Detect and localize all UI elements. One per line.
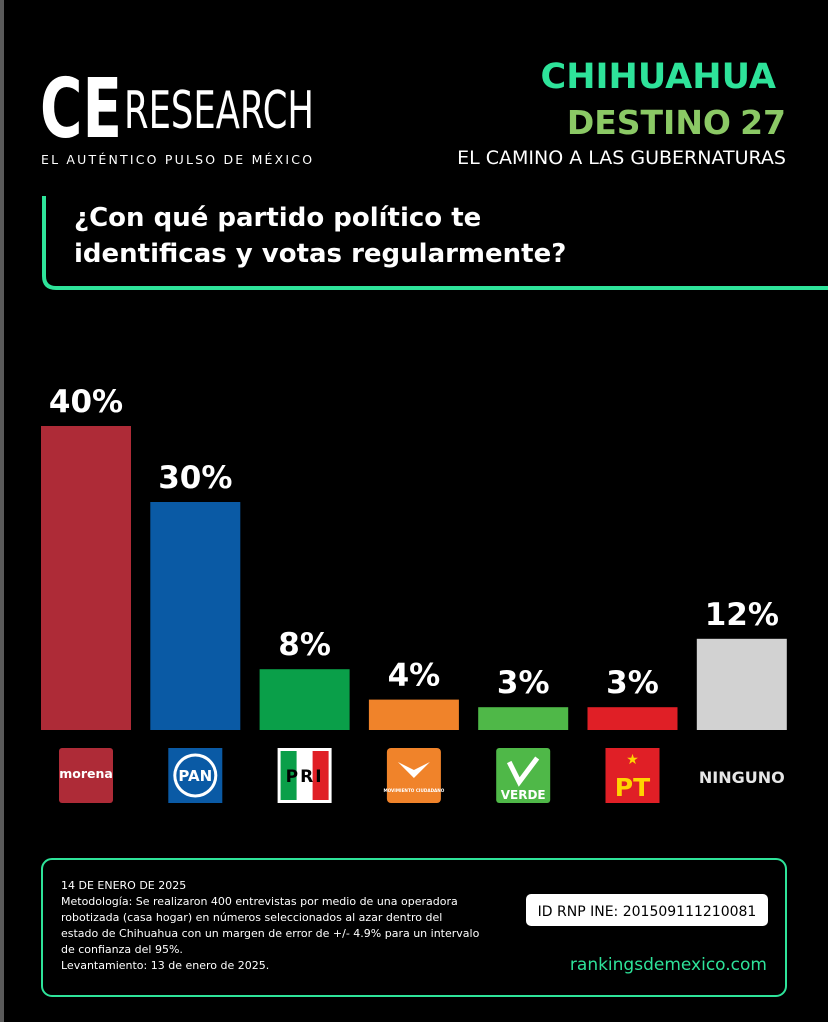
bar: [368, 699, 459, 730]
bar: [587, 707, 678, 730]
value-label: 3%: [497, 665, 550, 701]
value-label: 40%: [49, 384, 123, 420]
note-line: Metodología: Se realizaron 400 entrevist…: [61, 895, 458, 908]
note-line: robotizada (casa hogar) en números selec…: [61, 911, 442, 924]
bar: [41, 426, 131, 730]
category-label: PRI: [286, 767, 324, 787]
note-line: de confianza del 95%.: [61, 943, 183, 956]
edge: [0, 0, 4, 1022]
tagline: EL AUTÉNTICO PULSO DE MÉXICO: [41, 152, 314, 167]
value-label: 3%: [606, 665, 659, 701]
logo-box: [59, 748, 113, 803]
value-label: 30%: [158, 460, 232, 496]
bar: [259, 669, 350, 730]
value-label: 8%: [278, 627, 331, 663]
bar: [150, 502, 241, 730]
category-label: VERDE: [501, 788, 546, 802]
category-label: PT: [615, 773, 650, 802]
logo-stripe: [312, 751, 329, 800]
note-line: Levantamiento: 13 de enero de 2025.: [61, 959, 269, 972]
category-label: morena: [59, 766, 113, 781]
registry: ID RNP INE: 201509111210081: [538, 904, 757, 920]
chart-title: identificas y votas regularmente?: [74, 239, 566, 269]
brand-initials: CE: [40, 62, 122, 157]
state: CHIHUAHUA: [541, 57, 776, 97]
chart: 40% morena 30% PAN 8% PRI 4% MOVIMIENTO CIUDADA…: [41, 384, 787, 803]
category-label: MOVIMIENTO CIUDADANO: [383, 788, 444, 793]
logo-bird: [397, 762, 430, 778]
note-line: 14 DE ENERO DE 2025: [61, 879, 186, 892]
logo-circle: [176, 756, 215, 795]
series-name: DESTINO: [567, 103, 731, 142]
title-frame: [42, 196, 828, 290]
brand-name: RESEARCH: [124, 81, 314, 141]
bar: [696, 638, 787, 730]
value-label: 4%: [388, 658, 441, 694]
website: rankingsdemexico.com: [570, 955, 767, 975]
registry-box: [526, 894, 768, 926]
note-line: estado de Chihuahua con un margen de err…: [61, 927, 480, 940]
bar: [478, 707, 569, 730]
category-label: NINGUNO: [699, 768, 785, 787]
category-label: PAN: [178, 767, 212, 785]
logo-box: [605, 748, 660, 803]
logo-check: [506, 756, 540, 787]
series-year: 27: [740, 103, 786, 142]
subtitle: EL CAMINO A LAS GUBERNATURAS: [457, 147, 786, 169]
chart-title: ¿Con qué partido político te: [74, 203, 481, 233]
notes: 14 DE ENERO DE 2025 Metodología: Se reali…: [61, 879, 480, 972]
logo-stripe: [280, 751, 297, 800]
value-label: 12%: [705, 597, 779, 633]
footer-frame: [41, 858, 787, 997]
logo-star: ★: [626, 752, 639, 768]
